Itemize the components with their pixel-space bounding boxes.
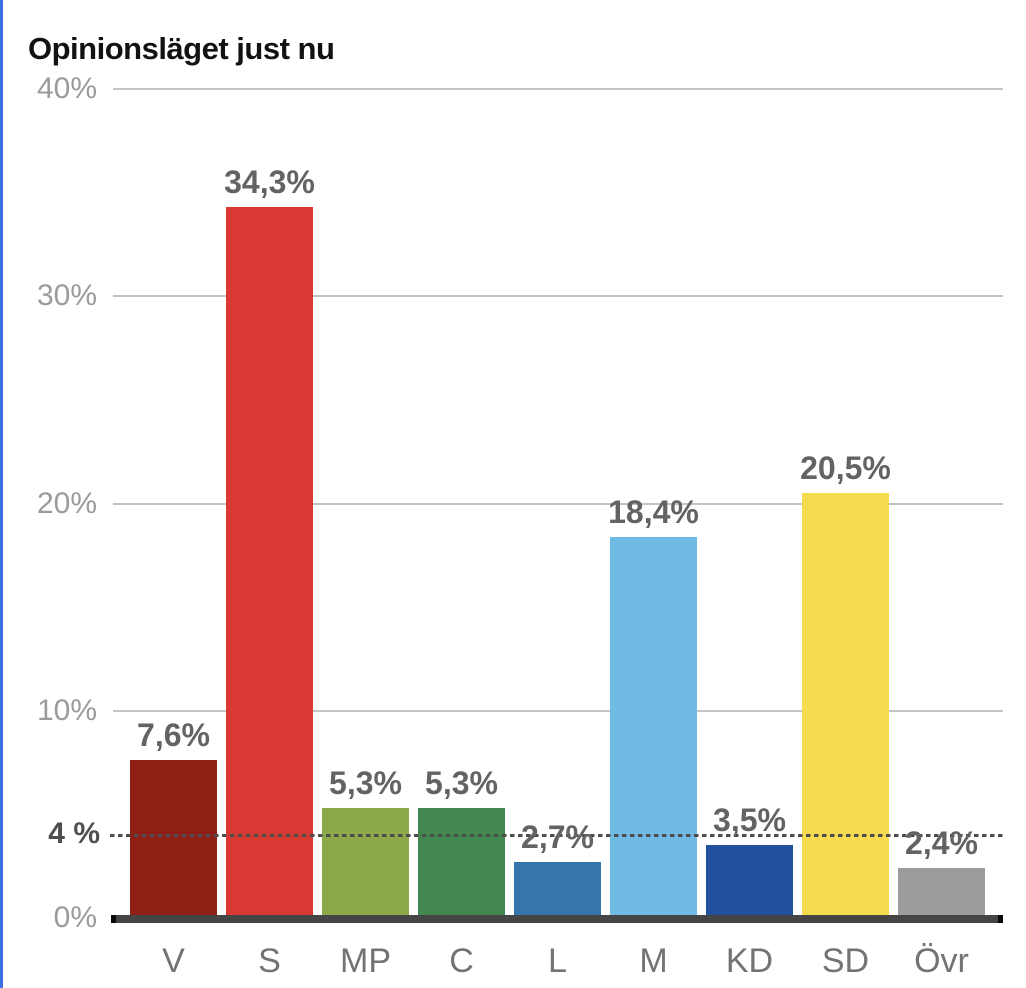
category-label-kd: KD [725, 942, 774, 980]
y-tick-label-30pct: 30% [36, 279, 97, 313]
bar-mp [322, 808, 409, 918]
bar-c [418, 808, 505, 918]
value-label-c: 5,3% [425, 765, 498, 802]
value-label-kd: 3,5% [713, 802, 786, 839]
category-label-c: C [449, 942, 474, 980]
bar-s [226, 207, 313, 918]
y-tick-label-0pct: 0% [53, 901, 97, 934]
gridline-20pct [113, 502, 1003, 505]
value-label-övr: 2,4% [905, 825, 978, 862]
value-label-m: 18,4% [608, 493, 699, 530]
category-label-v: V [162, 942, 185, 980]
bar-sd [802, 493, 889, 918]
bar-kd [706, 845, 793, 918]
y-tick-label-10pct: 10% [36, 693, 97, 727]
chart-title: Opinionsläget just nu [28, 30, 335, 66]
gridline-30pct [113, 295, 1003, 298]
x-axis-baseline [111, 915, 1003, 923]
value-label-s: 34,3% [224, 164, 315, 201]
category-label-övr: Övr [914, 942, 969, 980]
category-label-s: S [258, 942, 281, 980]
left-accent-border [0, 0, 3, 988]
category-label-m: M [639, 942, 668, 980]
value-label-mp: 5,3% [329, 765, 402, 802]
bar-övr [898, 868, 985, 918]
value-label-v: 7,6% [137, 717, 210, 754]
bar-v [130, 760, 217, 918]
value-label-l: 2,7% [521, 819, 594, 856]
threshold-label-4pct: 4 % [48, 817, 100, 851]
gridline-10pct [113, 709, 1003, 712]
value-label-sd: 20,5% [800, 450, 891, 487]
gridline-40pct [113, 88, 1003, 90]
y-tick-label-40pct: 40% [36, 72, 97, 105]
category-label-l: L [548, 942, 567, 980]
bar-m [610, 536, 697, 918]
threshold-line-4pct [110, 834, 1003, 838]
bar-l [514, 862, 601, 918]
category-label-mp: MP [340, 942, 391, 980]
category-label-sd: SD [821, 942, 870, 980]
y-tick-label-20pct: 20% [36, 486, 97, 520]
